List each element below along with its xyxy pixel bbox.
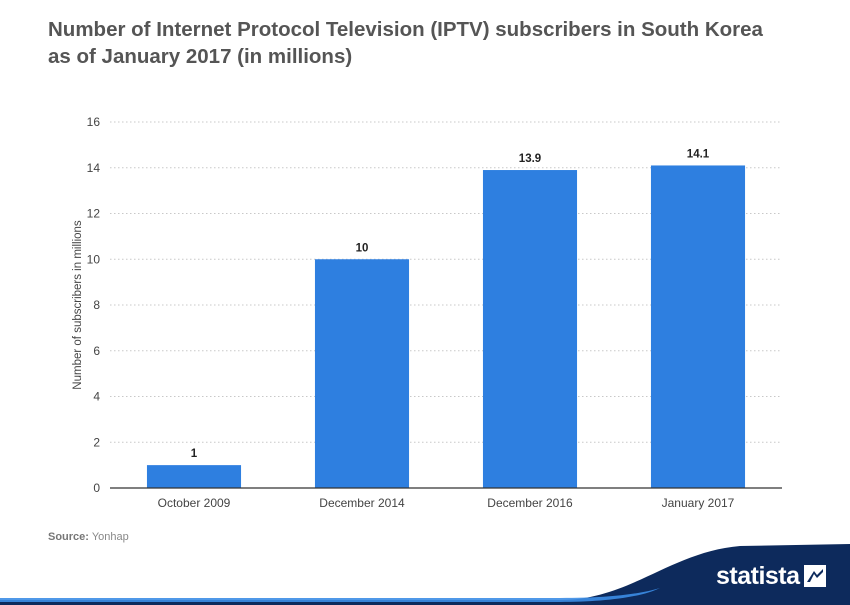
- data-label: 14.1: [687, 148, 710, 160]
- x-tick-label: October 2009: [158, 496, 231, 510]
- bar: [650, 165, 746, 488]
- source-value: Yonhap: [91, 531, 129, 543]
- y-tick-label: 6: [93, 344, 100, 358]
- brand-name: statista: [716, 561, 800, 590]
- x-tick-label: January 2017: [662, 496, 735, 510]
- bar: [146, 465, 242, 488]
- y-axis-title: Number of subscribers in millions: [72, 220, 84, 390]
- y-tick-label: 8: [93, 298, 100, 312]
- y-tick-label: 2: [93, 435, 100, 449]
- y-tick-label: 12: [87, 207, 101, 221]
- data-label: 1: [191, 448, 198, 460]
- bar: [314, 259, 410, 488]
- y-tick-label: 4: [93, 390, 100, 404]
- statista-logo-icon: [803, 565, 826, 587]
- bar-chart: 0 2 4 6 8 10 12 14 16 1 October 2009 10 December 201…: [72, 115, 782, 510]
- statista-brand: statista: [716, 561, 826, 591]
- footer-wave: [0, 544, 850, 605]
- chart-title-line-1: Number of Internet Protocol Television (…: [48, 18, 763, 41]
- data-label: 13.9: [519, 153, 541, 165]
- x-tick-label: December 2016: [487, 496, 573, 510]
- source-label: Source:: [48, 531, 89, 543]
- y-tick-label: 14: [87, 161, 101, 175]
- chart-title-line-2: as of January 2017 (in millions): [48, 45, 353, 68]
- y-tick-label: 10: [87, 252, 101, 266]
- source-note: Source: Yonhap: [48, 531, 129, 543]
- y-tick-label: 0: [93, 481, 100, 495]
- bar: [482, 170, 578, 488]
- y-tick-label: 16: [87, 115, 101, 129]
- data-label: 10: [356, 242, 369, 254]
- chart-title: Number of Internet Protocol Television (…: [48, 16, 828, 70]
- x-tick-label: December 2014: [319, 496, 405, 510]
